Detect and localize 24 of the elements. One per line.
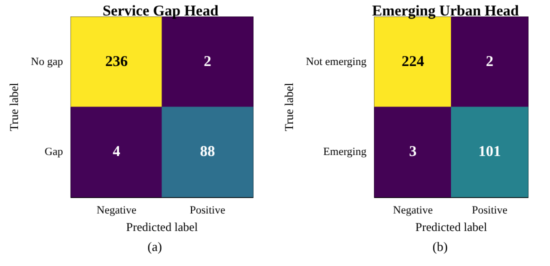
y-tick-label: No gap (30, 56, 64, 68)
data-label: 4 (112, 144, 121, 160)
y-axis-title: True label (7, 82, 21, 132)
text: (a) (148, 239, 162, 254)
chart-title: Service Gap Head (102, 4, 220, 20)
data-label: 101 (478, 144, 501, 160)
x-tick-label: Positive (472, 204, 508, 216)
data-label: 2 (486, 54, 494, 70)
y-axis-title: True label (282, 82, 296, 132)
chart-title: Emerging Urban Head (372, 4, 520, 20)
data-label: 224 (402, 54, 425, 70)
text: (b) (432, 239, 448, 254)
data-label: 3 (409, 144, 417, 160)
data-label: 236 (105, 54, 128, 70)
x-axis-title: Predicted label (415, 220, 488, 234)
data-label: 2 (204, 54, 212, 70)
x-tick-label: Negative (393, 204, 433, 216)
x-tick-label: Negative (96, 204, 136, 216)
x-axis-title: Predicted label (126, 220, 198, 234)
data-label: 88 (200, 144, 215, 160)
x-tick-label: Positive (190, 204, 226, 216)
y-tick-label: Not emerging (306, 56, 367, 68)
y-tick-label: Gap (44, 146, 64, 158)
y-tick-label: Emerging (323, 146, 367, 158)
